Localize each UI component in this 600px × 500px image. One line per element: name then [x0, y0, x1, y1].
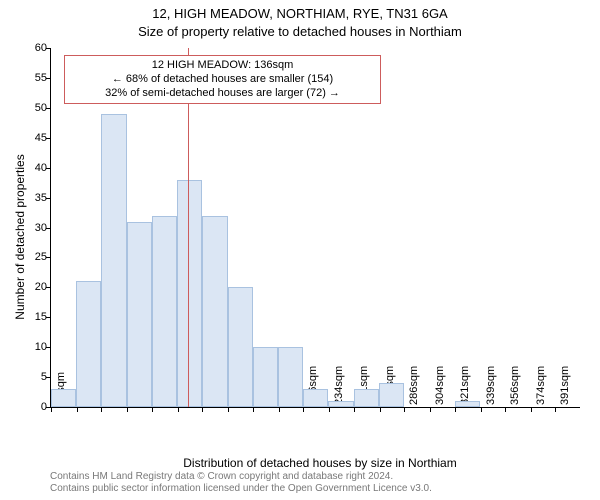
x-tick-mark	[51, 407, 52, 412]
y-tick-mark	[46, 138, 51, 139]
y-tick-mark	[46, 228, 51, 229]
y-tick-label: 25	[19, 251, 47, 263]
histogram-bar	[253, 347, 278, 407]
x-tick-mark	[380, 407, 381, 412]
y-tick-label: 10	[19, 341, 47, 353]
y-tick-mark	[46, 48, 51, 49]
x-tick-mark	[455, 407, 456, 412]
y-tick-mark	[46, 287, 51, 288]
y-tick-mark	[46, 377, 51, 378]
histogram-bar	[76, 281, 101, 407]
histogram-bar	[328, 401, 353, 407]
x-tick-mark	[253, 407, 254, 412]
x-tick-mark	[127, 407, 128, 412]
attribution-line2: Contains public sector information licen…	[50, 483, 590, 495]
y-tick-label: 50	[19, 102, 47, 114]
x-tick-mark	[77, 407, 78, 412]
x-tick-mark	[202, 407, 203, 412]
x-tick-label: 321sqm	[459, 366, 471, 405]
y-tick-label: 60	[19, 42, 47, 54]
histogram-bar	[51, 389, 76, 407]
annotation-line3: 32% of semi-detached houses are larger (…	[71, 87, 374, 101]
annotation-line1: 12 HIGH MEADOW: 136sqm	[71, 59, 374, 73]
attribution-text: Contains HM Land Registry data © Crown c…	[50, 471, 590, 494]
y-tick-mark	[46, 317, 51, 318]
x-tick-label: 339sqm	[485, 366, 497, 405]
x-tick-mark	[303, 407, 304, 412]
x-tick-label: 356sqm	[509, 366, 521, 405]
attribution-line1: Contains HM Land Registry data © Crown c…	[50, 471, 590, 483]
x-tick-label: 286sqm	[408, 366, 420, 405]
y-tick-label: 35	[19, 192, 47, 204]
histogram-bar	[228, 287, 253, 407]
x-tick-mark	[279, 407, 280, 412]
x-tick-label: 391sqm	[559, 366, 571, 405]
x-tick-mark	[505, 407, 506, 412]
histogram-bar	[303, 389, 328, 407]
histogram-bar	[177, 180, 202, 407]
title-subtitle: Size of property relative to detached ho…	[0, 24, 600, 39]
histogram-bar	[127, 222, 152, 407]
x-tick-mark	[101, 407, 102, 412]
x-tick-mark	[228, 407, 229, 412]
histogram-bar	[278, 347, 303, 407]
annotation-line2: ← 68% of detached houses are smaller (15…	[71, 73, 374, 87]
x-tick-mark	[354, 407, 355, 412]
y-tick-mark	[46, 347, 51, 348]
y-tick-label: 5	[19, 371, 47, 383]
y-tick-mark	[46, 78, 51, 79]
y-tick-label: 0	[19, 401, 47, 413]
y-tick-mark	[46, 108, 51, 109]
x-tick-mark	[555, 407, 556, 412]
y-axis-label: Number of detached properties	[13, 67, 27, 407]
x-tick-mark	[430, 407, 431, 412]
x-tick-label: 374sqm	[535, 366, 547, 405]
y-tick-mark	[46, 198, 51, 199]
y-tick-label: 30	[19, 222, 47, 234]
x-tick-mark	[531, 407, 532, 412]
title-address: 12, HIGH MEADOW, NORTHIAM, RYE, TN31 6GA	[0, 6, 600, 21]
x-tick-mark	[404, 407, 405, 412]
x-tick-mark	[152, 407, 153, 412]
y-tick-mark	[46, 257, 51, 258]
x-axis-label: Distribution of detached houses by size …	[50, 456, 590, 470]
x-tick-label: 304sqm	[434, 366, 446, 405]
x-tick-mark	[178, 407, 179, 412]
x-tick-mark	[481, 407, 482, 412]
histogram-bar	[379, 383, 404, 407]
y-tick-label: 15	[19, 311, 47, 323]
x-tick-mark	[329, 407, 330, 412]
histogram-bar	[101, 114, 126, 407]
y-tick-label: 20	[19, 281, 47, 293]
y-tick-label: 55	[19, 72, 47, 84]
y-tick-mark	[46, 168, 51, 169]
histogram-bar	[354, 389, 379, 407]
y-tick-label: 45	[19, 132, 47, 144]
annotation-box: 12 HIGH MEADOW: 136sqm← 68% of detached …	[64, 55, 381, 104]
y-tick-label: 40	[19, 162, 47, 174]
histogram-bar	[455, 401, 480, 407]
x-tick-label: 234sqm	[333, 366, 345, 405]
chart-plot-area: 05101520253035404550556041sqm59sqm76sqm9…	[50, 48, 580, 408]
histogram-bar	[152, 216, 177, 407]
histogram-bar	[202, 216, 227, 407]
